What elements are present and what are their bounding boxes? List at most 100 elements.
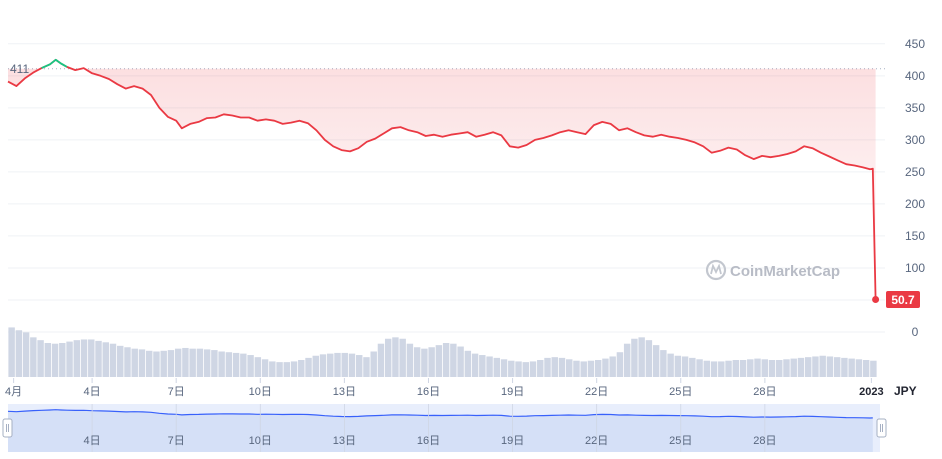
volume-bar [182, 347, 189, 377]
navigator-ticks: 4日 7日 10日 13日 16日 19日 22日 25日 28日 [84, 404, 776, 452]
volume-bar [356, 355, 363, 377]
last-price-dot [872, 296, 880, 304]
volume-bar [8, 327, 15, 377]
volume-bar [739, 360, 747, 377]
volume-bar [623, 343, 631, 377]
volume-bar [305, 357, 312, 377]
volume-bar [580, 361, 587, 377]
navigator-tick-label: 28日 [753, 435, 776, 447]
y-tick-label: 250 [905, 165, 925, 179]
volume-bar [486, 356, 493, 377]
volume-bar [479, 355, 486, 377]
navigator-tick-label: 7日 [168, 435, 185, 447]
volume-bar [826, 356, 834, 377]
volume-bar [819, 355, 826, 377]
price-area [8, 68, 876, 300]
x-tick-label: 2023 [859, 386, 883, 398]
navigator-handle-right[interactable] [876, 418, 887, 438]
navigator-tick-label: 10日 [249, 435, 272, 447]
volume-bar [761, 359, 768, 377]
volume-bar [261, 359, 269, 377]
volume-bar [435, 345, 443, 377]
volume-bar [696, 359, 703, 377]
coinmarketcap-logo-mark [710, 263, 722, 275]
volume-bar [674, 355, 682, 377]
volume-bar [870, 360, 877, 377]
y-tick-label: 350 [905, 101, 925, 115]
y-axis-ticks: 450 400 350 300 250 200 150 100 0 [905, 37, 925, 339]
volume-bar [594, 360, 602, 377]
volume-bar [457, 346, 464, 377]
volume-bar [138, 349, 146, 377]
navigator-line [7, 409, 873, 419]
navigator-tick-label: 22日 [585, 435, 608, 447]
volume-bar [573, 360, 580, 377]
navigator-tick-label: 4日 [84, 435, 101, 447]
navigator-area [8, 409, 873, 452]
volume-bar [616, 352, 624, 377]
navigator-tick-label: 16日 [417, 435, 440, 447]
volume-bar [124, 347, 131, 377]
x-axis-ticks: 4月 4日 7日 10日 13日 16日 19日 22日 25日 28日 2023 [5, 378, 884, 398]
volume-bar [703, 360, 711, 377]
volume-bar [377, 343, 385, 377]
watermark: CoinMarketCap [705, 259, 840, 281]
volume-bar [384, 338, 392, 377]
volume-bar [95, 340, 102, 377]
volume-bar [269, 361, 276, 377]
volume-bar [145, 350, 153, 377]
navigator[interactable]: 4日 7日 10日 13日 16日 19日 22日 25日 28日 [2, 404, 887, 452]
y-tick-label: 0 [912, 325, 919, 339]
volume-bar [421, 348, 428, 377]
volume-bar [290, 361, 298, 377]
volume-bar [862, 360, 870, 377]
volume-bar [240, 353, 247, 377]
volume-bar [59, 343, 66, 377]
volume-bar [471, 353, 479, 377]
volume-bar [117, 345, 124, 377]
y-tick-label: 100 [905, 261, 925, 275]
volume-bar [102, 342, 109, 377]
volume-bar [544, 357, 551, 377]
volume-bar [645, 340, 653, 377]
volume-bar [73, 340, 81, 377]
volume-bar [370, 351, 377, 377]
volume-bar [348, 353, 356, 377]
volume-bar [500, 359, 508, 377]
x-tick-label: 10日 [249, 386, 272, 398]
volume-bar [203, 349, 211, 377]
volume-bar [681, 356, 689, 377]
volume-bar [37, 340, 44, 377]
volume-bar [196, 348, 204, 377]
volume-bar [254, 357, 262, 377]
volume-bar [392, 337, 399, 377]
x-tick-label: 25日 [669, 386, 692, 398]
x-tick-label: 22日 [585, 386, 608, 398]
volume-bar [428, 347, 435, 377]
volume-bar [754, 358, 761, 377]
volume-bar [537, 360, 544, 377]
y-tick-label: 150 [905, 229, 925, 243]
volume-bar [232, 352, 240, 377]
watermark-text: CoinMarketCap [730, 263, 840, 280]
volume-bar [638, 337, 645, 377]
volume-bar [327, 353, 334, 377]
x-tick-label: 4日 [84, 386, 101, 398]
x-tick-label: 19日 [501, 386, 524, 398]
volume-bar [319, 354, 327, 377]
volume-bar [652, 345, 660, 377]
reference-label: 411 [10, 62, 29, 76]
volume-bar [776, 360, 783, 377]
volume-bar [529, 361, 537, 377]
volume-bar [189, 348, 196, 377]
volume-bar [797, 357, 805, 377]
volume-bar [66, 341, 73, 377]
navigator-handle-left[interactable] [2, 418, 13, 438]
volume-bar [15, 330, 23, 377]
volume-bar [44, 343, 52, 377]
volume-bar [131, 348, 138, 377]
y-tick-label: 300 [905, 133, 925, 147]
navigator-tick-label: 25日 [669, 435, 692, 447]
volume-bar [247, 355, 254, 377]
navigator-tick-label: 13日 [333, 435, 356, 447]
